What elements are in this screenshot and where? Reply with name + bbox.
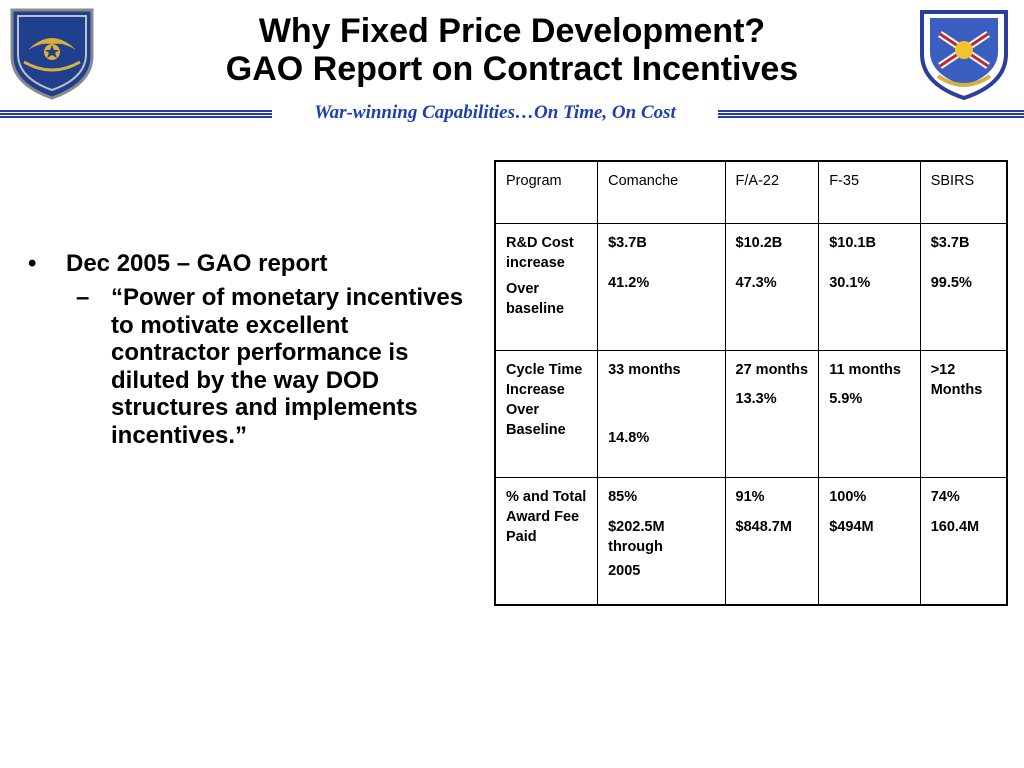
aac-shield-logo: [920, 10, 1008, 100]
cell-value: 33 months: [608, 361, 681, 378]
title-line-1: Why Fixed Price Development?: [258, 12, 766, 50]
cell-value: 2005: [608, 562, 641, 579]
table-cell: 100% $494M: [818, 476, 921, 606]
cell-value: 5.9%: [829, 390, 863, 407]
cell-value: 41.2%: [608, 274, 650, 291]
row-label: R&D Cost increase Over baseline: [494, 222, 599, 351]
table-cell: 33 months 14.8%: [597, 349, 726, 478]
table-cell: $10.2B 47.3%: [724, 222, 820, 351]
cell-value: 91%: [735, 488, 765, 505]
cell-value: >12 Months: [930, 361, 983, 398]
cell-value: $3.7B: [930, 234, 970, 251]
cell-value: $3.7B: [608, 234, 647, 251]
quote-text: “Power of monetary incentives to motivat…: [111, 284, 464, 449]
table-row: R&D Cost increase Over baseline $3.7B 41.…: [494, 222, 1008, 351]
table-cell: 91% $848.7M: [724, 476, 820, 606]
table-cell: $3.7B 41.2%: [597, 222, 726, 351]
bullet-item: • Dec 2005 – GAO report: [28, 250, 468, 278]
title-line-2: GAO Report on Contract Incentives: [225, 50, 799, 88]
table-header-cell: F-35: [818, 160, 921, 224]
table-row: Cycle Time Increase Over Baseline 33 mon…: [494, 349, 1008, 478]
cell-value: 11 months: [829, 361, 901, 378]
cell-value: 13.3%: [735, 390, 777, 407]
table-header-cell: Program: [494, 160, 599, 224]
row-label: Cycle Time Increase Over Baseline: [494, 349, 599, 478]
table-cell: 85% $202.5M through 2005: [597, 476, 726, 606]
slide-title: Why Fixed Price Development? GAO Report …: [120, 12, 904, 88]
row-label-line: Over baseline: [506, 280, 565, 317]
table-header-cell: Comanche: [597, 160, 726, 224]
cell-value: 100%: [829, 488, 867, 505]
cell-value: 74%: [930, 488, 960, 505]
cell-value: $10.2B: [735, 234, 783, 251]
table-cell: $3.7B 99.5%: [919, 222, 1008, 351]
row-label-line: R&D Cost increase: [506, 234, 574, 271]
table-header-cell: SBIRS: [919, 160, 1008, 224]
table-cell: $10.1B 30.1%: [818, 222, 921, 351]
table-cell: 11 months 5.9%: [818, 349, 921, 478]
cell-value: 99.5%: [930, 274, 972, 291]
tagline: War-winning Capabilities…On Time, On Cos…: [314, 102, 676, 123]
dash-icon: –: [76, 284, 90, 311]
row-label: % and Total Award Fee Paid: [494, 476, 599, 606]
contract-incentive-table: Program Comanche F/A-22 F-35 SBIRS R&D C…: [494, 160, 1008, 606]
table-row: % and Total Award Fee Paid 85% $202.5M th…: [494, 476, 1008, 606]
table-cell: 74% 160.4M: [919, 476, 1008, 606]
banner-stripe-left: [0, 110, 272, 118]
cell-value: $848.7M: [735, 518, 792, 535]
table-cell: 27 months 13.3%: [724, 349, 820, 478]
table-cell: >12 Months: [919, 349, 1008, 478]
cell-value: 27 months: [735, 361, 809, 378]
sub-bullet-item: – “Power of monetary incentives to motiv…: [66, 284, 468, 449]
cell-value: $494M: [829, 518, 874, 535]
tagline-banner: War-winning Capabilities…On Time, On Cos…: [0, 103, 1024, 123]
cell-value: 160.4M: [930, 518, 980, 535]
table-header-row: Program Comanche F/A-22 F-35 SBIRS: [494, 160, 1008, 224]
cell-value: $10.1B: [829, 234, 876, 251]
banner-stripe-right: [718, 110, 1024, 118]
afmc-shield-logo: [10, 8, 94, 100]
bullet-main-text: Dec 2005 – GAO report: [66, 250, 328, 277]
cell-value: 47.3%: [735, 274, 777, 291]
cell-value: 85%: [608, 488, 638, 505]
cell-value: 14.8%: [608, 429, 650, 446]
cell-value: $202.5M through: [608, 518, 665, 555]
bullet-list: • Dec 2005 – GAO report – “Power of mone…: [28, 250, 468, 449]
table-header-cell: F/A-22: [724, 160, 820, 224]
cell-value: 30.1%: [829, 274, 871, 291]
bullet-dot-icon: •: [28, 250, 37, 277]
